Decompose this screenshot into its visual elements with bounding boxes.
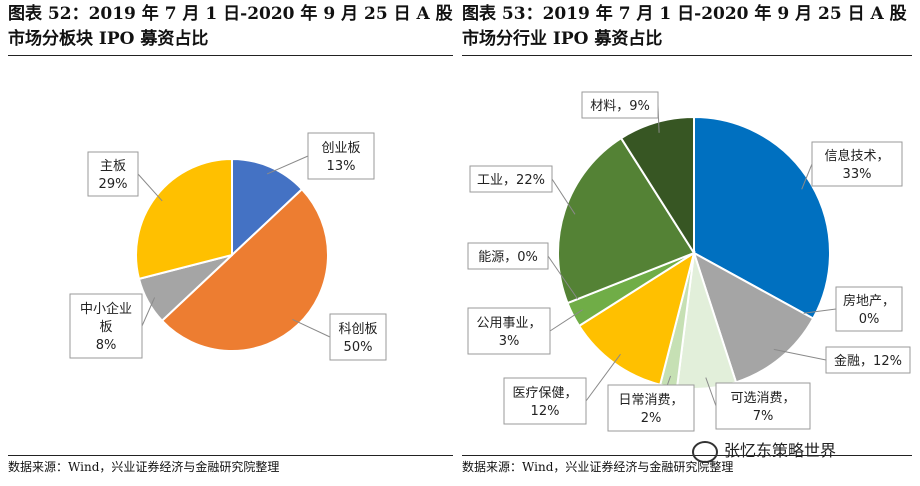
watermark-text: 张忆东策略世界	[724, 441, 837, 460]
label-box	[467, 307, 551, 355]
left-source-rule	[8, 455, 453, 456]
label-text: 8%	[96, 338, 117, 353]
data-label-医疗保健: 医疗保健， 12%	[503, 353, 621, 425]
label-box	[87, 151, 139, 197]
left-title-rule	[8, 55, 453, 56]
pie-1-slices	[135, 157, 329, 352]
data-label-科创板: 科创板 50%	[292, 313, 387, 361]
leader-line	[801, 163, 813, 190]
leader-line	[137, 173, 163, 202]
leader-line	[803, 308, 837, 314]
data-label-主板: 主板 29%	[87, 151, 163, 202]
right-source-note: 数据来源：Wind，兴业证券经济与金融研究院整理	[462, 460, 734, 474]
label-text: 3%	[499, 334, 520, 349]
right-source-rule	[462, 455, 912, 456]
label-text: 金融，12%	[834, 353, 902, 369]
pie-slice-创业板	[231, 157, 304, 258]
label-text: 0%	[859, 312, 880, 327]
label-text: 33%	[843, 167, 872, 182]
leader-line	[292, 318, 331, 338]
label-text: 材料，9%	[590, 99, 650, 114]
label-box	[825, 346, 911, 374]
pie-2-slices	[557, 115, 831, 391]
label-box	[329, 313, 387, 361]
leader-line	[141, 297, 156, 327]
pie-slice-金融	[692, 250, 815, 384]
left-source-note: 数据来源：Wind，兴业证券经济与金融研究院整理	[8, 460, 280, 474]
label-box	[811, 141, 903, 187]
label-box	[307, 132, 375, 180]
data-label-公用事业: 公用事业， 3%	[467, 307, 583, 355]
leader-line	[547, 255, 579, 300]
label-text: 板	[99, 320, 112, 335]
label-text: 工业，22%	[477, 173, 545, 188]
data-label-房地产: 房地产， 0%	[803, 286, 903, 332]
data-label-可选消费: 可选消费， 7%	[705, 377, 811, 430]
label-text: 12%	[531, 404, 560, 419]
label-text: 50%	[344, 340, 373, 355]
left-chart-title: 图表 52：2019 年 7 月 1 日-2020 年 9 月 25 日 A 股…	[8, 4, 453, 49]
pie-slice-主板	[135, 157, 233, 281]
label-box	[715, 382, 811, 430]
label-text: 13%	[327, 159, 356, 174]
label-text: 房地产，	[843, 293, 895, 309]
label-text: 创业板	[321, 141, 360, 156]
label-box	[69, 293, 143, 359]
leader-line	[549, 309, 583, 332]
label-box	[835, 286, 903, 332]
label-box	[467, 242, 549, 270]
leader-line	[585, 353, 621, 402]
pie-slice-信息技术	[693, 115, 831, 320]
pie-slice-工业	[557, 136, 696, 305]
data-label-工业: 工业，22%	[469, 165, 576, 215]
label-text: 公用事业，	[476, 316, 541, 331]
leader-line	[773, 348, 827, 361]
label-box	[581, 91, 659, 119]
data-label-创业板: 创业板 13%	[266, 132, 375, 180]
label-text: 医疗保健，	[512, 386, 577, 401]
label-text: 可选消费，	[730, 391, 795, 406]
label-text: 日常消费，	[618, 393, 683, 408]
watermark: 张忆东策略世界	[692, 437, 836, 463]
label-text: 2%	[641, 411, 662, 426]
leader-line	[551, 178, 576, 215]
label-text: 信息技术，	[824, 148, 889, 164]
data-label-信息技术: 信息技术， 33%	[801, 141, 903, 190]
label-box	[469, 165, 553, 193]
pie-2-labels: 信息技术， 33% 房地产， 0% 金融，12% 可选消费， 7% 日常消费， 2% 医疗保健， 1…	[467, 91, 911, 432]
label-text: 科创板	[338, 322, 377, 337]
right-title-rule	[462, 55, 912, 56]
wechat-icon	[692, 440, 718, 463]
leader-line	[266, 155, 309, 175]
data-label-材料: 材料，9%	[581, 91, 660, 133]
label-text: 29%	[99, 177, 128, 192]
pie-slice-材料	[619, 115, 695, 257]
leader-line	[705, 377, 717, 407]
label-text: 7%	[753, 409, 774, 424]
pie-slice-科创板	[160, 187, 329, 352]
label-text: 中小企业	[80, 301, 132, 317]
label-box	[607, 384, 695, 432]
label-box	[503, 377, 587, 425]
right-chart-title: 图表 53：2019 年 7 月 1 日-2020 年 9 月 25 日 A 股…	[462, 4, 907, 49]
label-text: 主板	[100, 159, 126, 174]
data-label-能源: 能源，0%	[467, 242, 579, 300]
data-label-金融: 金融，12%	[773, 346, 911, 374]
data-label-日常消费: 日常消费， 2%	[607, 375, 695, 432]
label-text: 能源，0%	[478, 250, 538, 265]
